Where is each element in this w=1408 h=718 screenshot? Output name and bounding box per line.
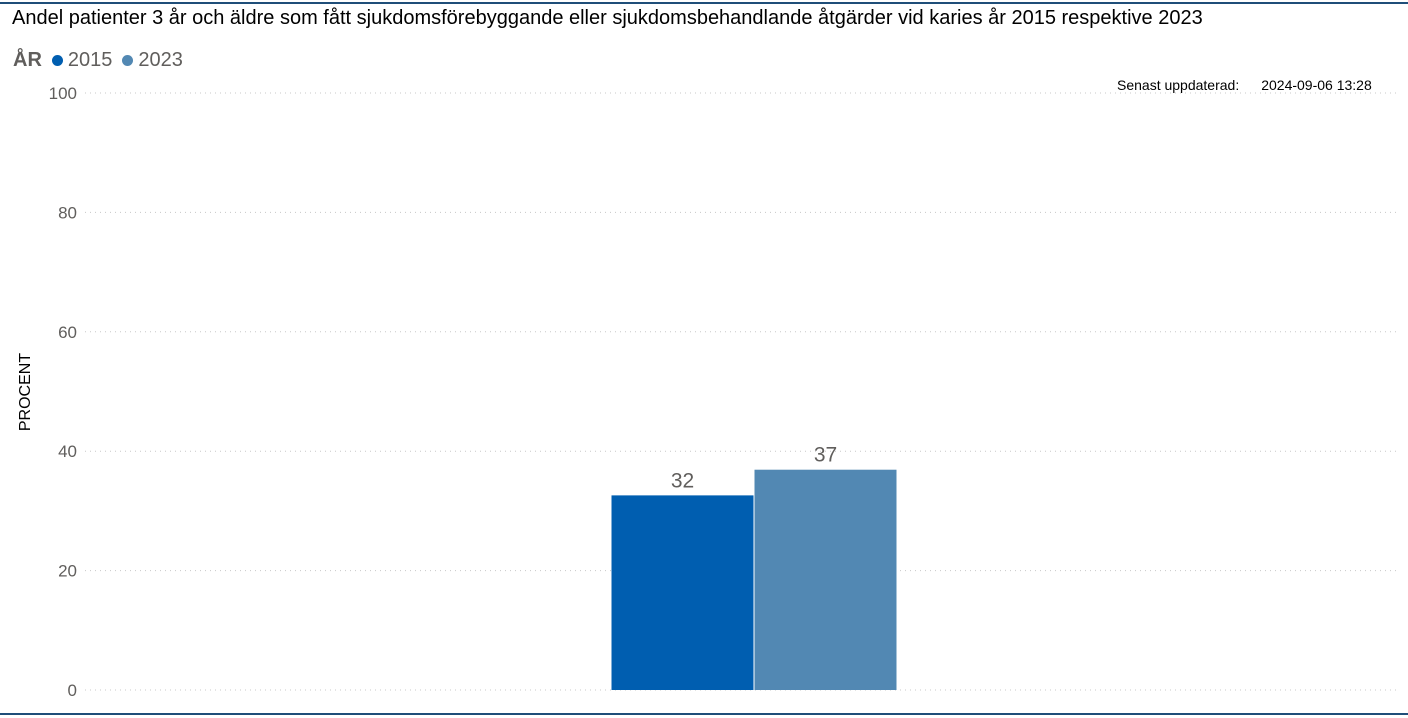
top-border <box>0 2 1408 4</box>
bar-2015[interactable] <box>611 495 754 690</box>
bottom-border <box>0 713 1408 715</box>
data-labels: 32 37 <box>671 444 837 493</box>
y-tick-label-40: 40 <box>58 442 77 461</box>
y-tick-label-80: 80 <box>58 203 77 222</box>
legend: ÅR 2015 2023 <box>13 48 193 72</box>
last-updated-label: Senast uppdaterad: <box>1117 77 1240 93</box>
y-axis-ticks: 0 20 40 60 80 100 <box>49 84 77 700</box>
legend-label-2015: 2015 <box>67 48 113 71</box>
y-tick-label-100: 100 <box>49 84 77 103</box>
data-label-2023: 37 <box>814 444 837 467</box>
legend-dot-2015 <box>51 54 63 66</box>
y-tick-label-0: 0 <box>68 681 77 700</box>
last-updated-value: 2024-09-06 13:28 <box>1261 77 1372 93</box>
legend-item-2023[interactable]: 2023 <box>122 49 183 72</box>
legend-title: ÅR <box>13 48 42 71</box>
chart-title: Andel patienter 3 år och äldre som fått … <box>12 7 1203 29</box>
last-updated: Senast uppdaterad: 2024-09-06 13:28 <box>1117 77 1372 93</box>
legend-item-2015[interactable]: 2015 <box>51 48 113 72</box>
legend-label-2023: 2023 <box>138 48 183 71</box>
y-axis-label: PROCENT <box>17 353 34 431</box>
y-tick-label-60: 60 <box>58 323 77 342</box>
bar-2023[interactable] <box>754 469 897 690</box>
gridlines <box>85 92 1400 691</box>
data-label-2015: 32 <box>671 469 694 492</box>
y-tick-label-20: 20 <box>58 562 77 581</box>
bars <box>611 469 897 690</box>
legend-dot-2023 <box>122 54 134 66</box>
